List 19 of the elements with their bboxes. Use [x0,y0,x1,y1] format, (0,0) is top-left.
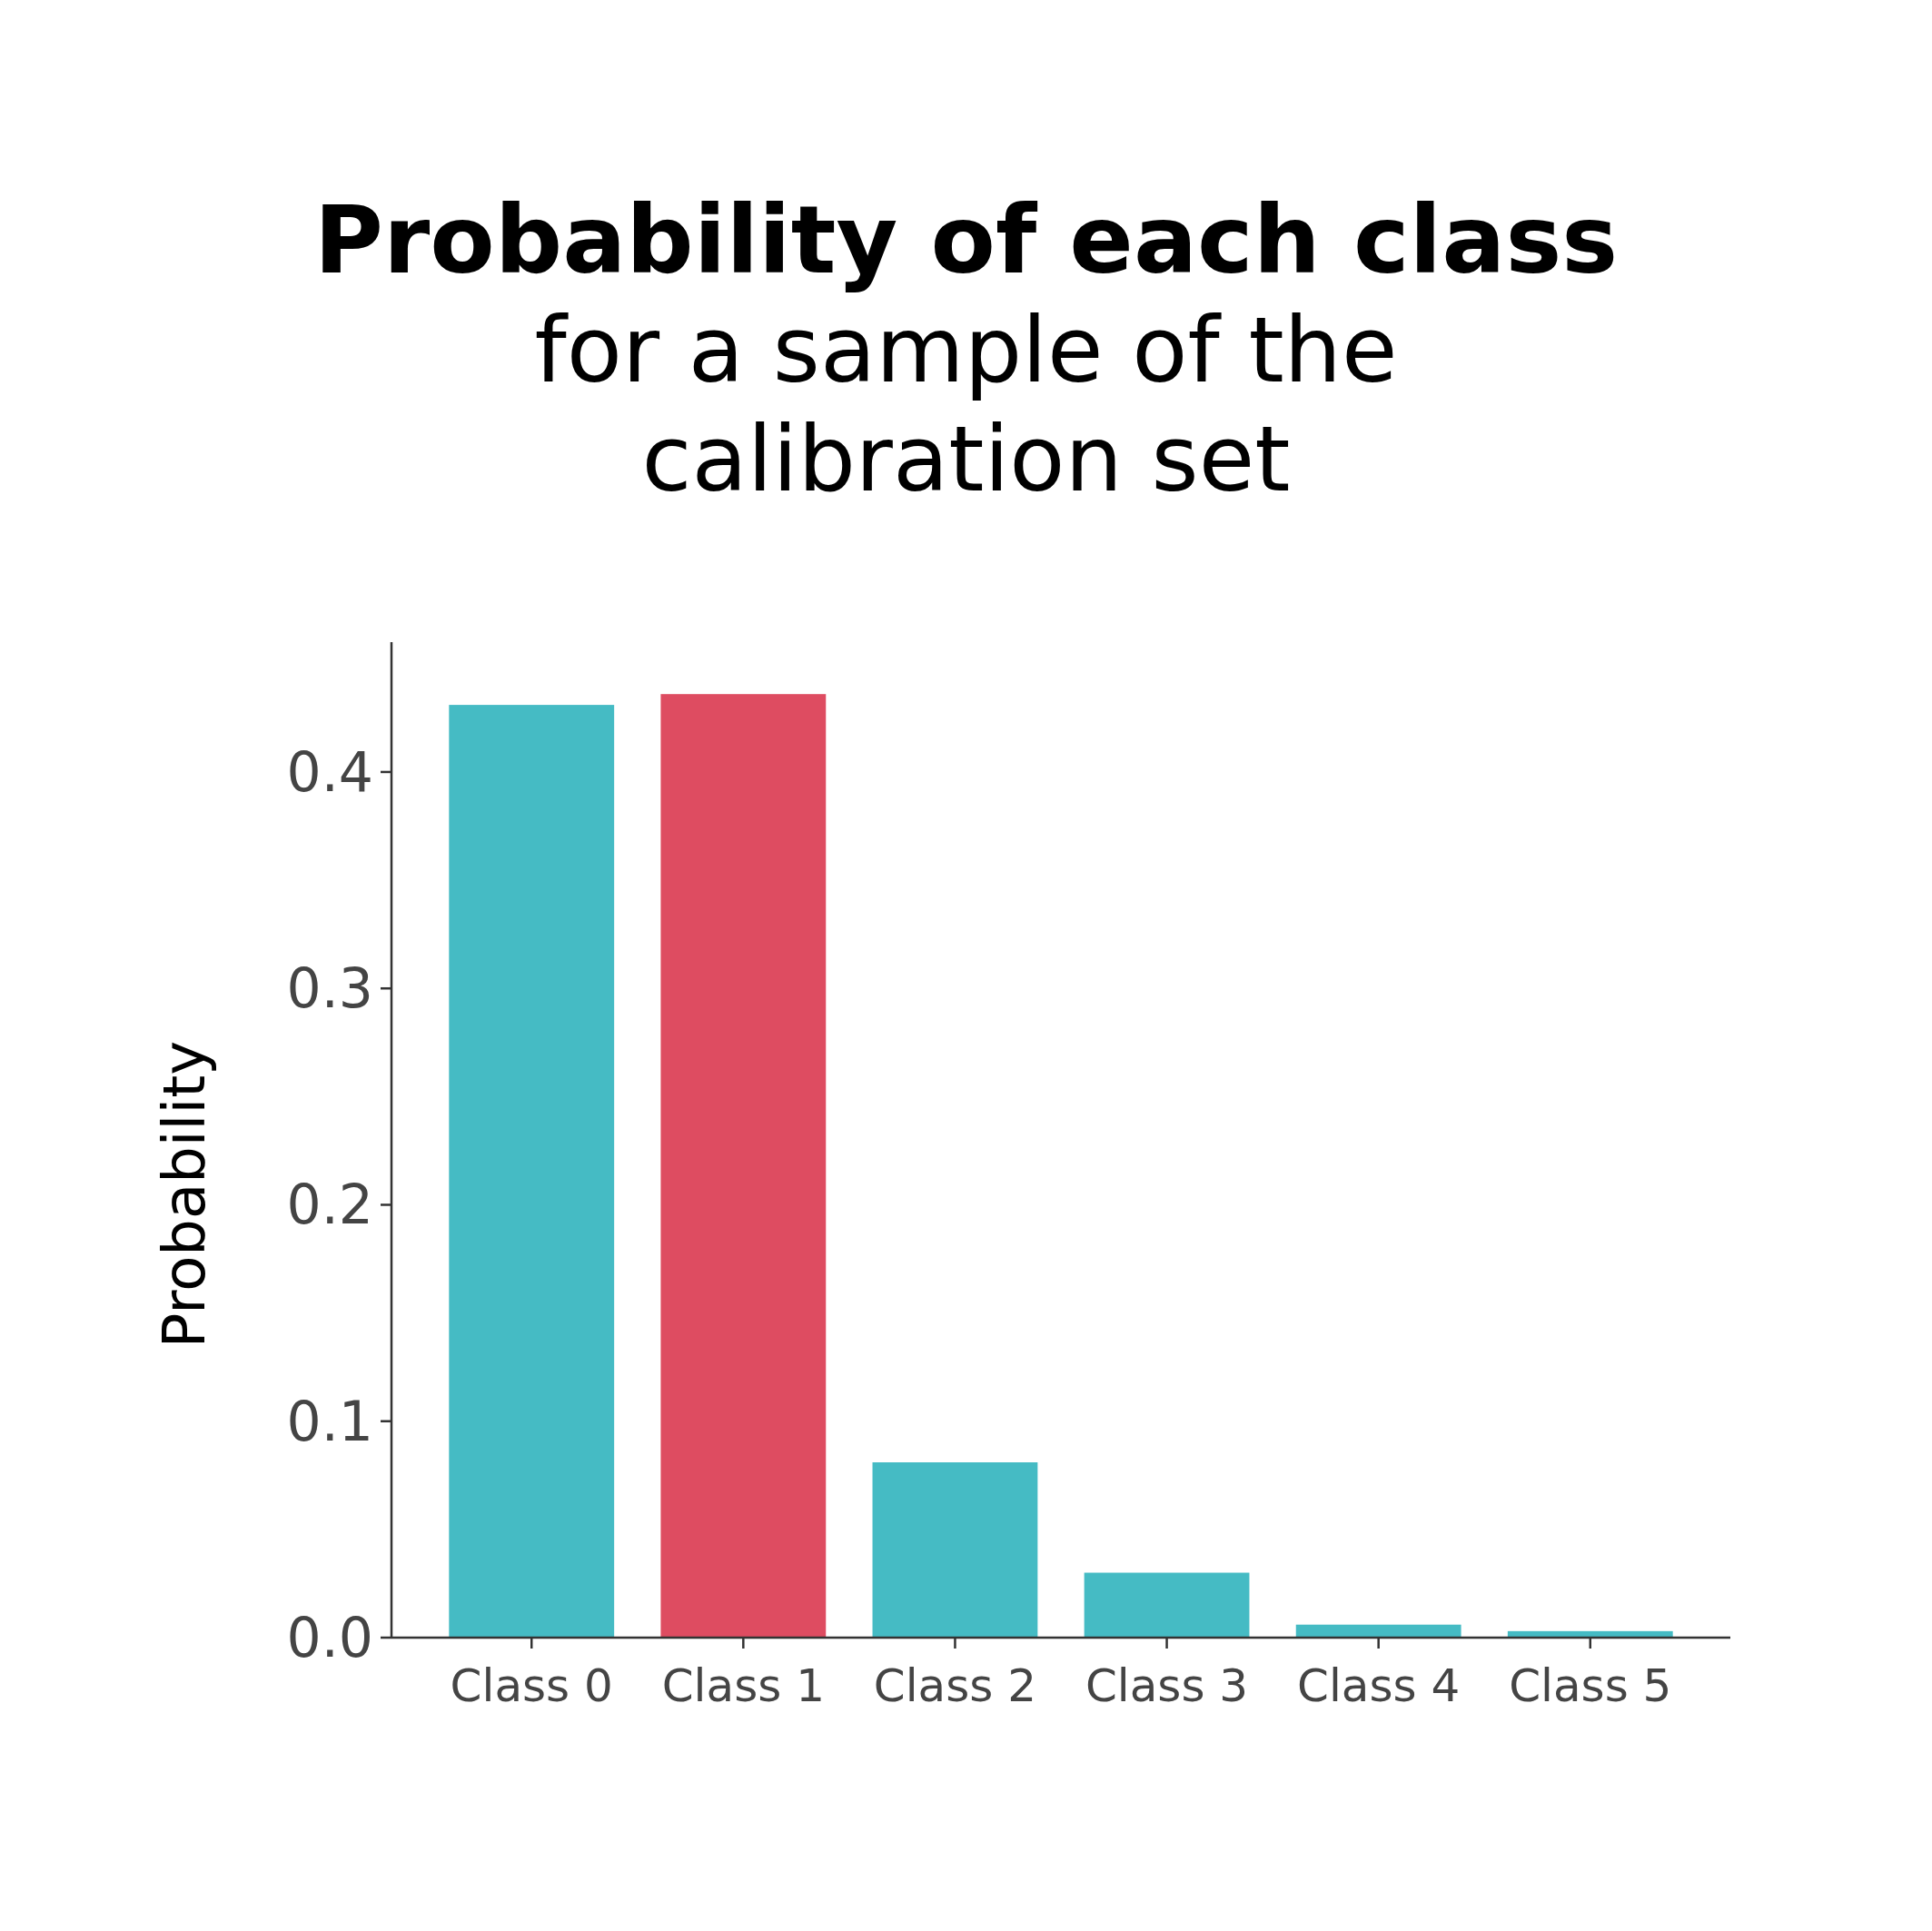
x-tick-label: Class 2 [873,1659,1037,1712]
y-tick-label: 0.0 [286,1606,373,1669]
x-tick-label: Class 3 [1085,1659,1249,1712]
x-tick-label: Class 0 [450,1659,613,1712]
y-tick-label: 0.4 [286,739,373,804]
bar [1295,1624,1461,1638]
y-tick-label: 0.1 [286,1389,373,1453]
bar [449,705,615,1638]
x-tick-label: Class 4 [1297,1659,1461,1712]
x-tick-label: Class 5 [1509,1659,1672,1712]
chart-subtitle: for a sample of the calibration set [534,297,1398,512]
chart-title: Probability of each class [313,184,1619,295]
bar [660,694,827,1638]
bar [1084,1572,1250,1638]
bar [872,1462,1038,1638]
y-tick-label: 0.2 [286,1173,373,1237]
x-tick-label: Class 1 [661,1659,825,1712]
y-axis-title: Probability [151,1040,218,1349]
y-tick-label: 0.3 [286,956,373,1021]
